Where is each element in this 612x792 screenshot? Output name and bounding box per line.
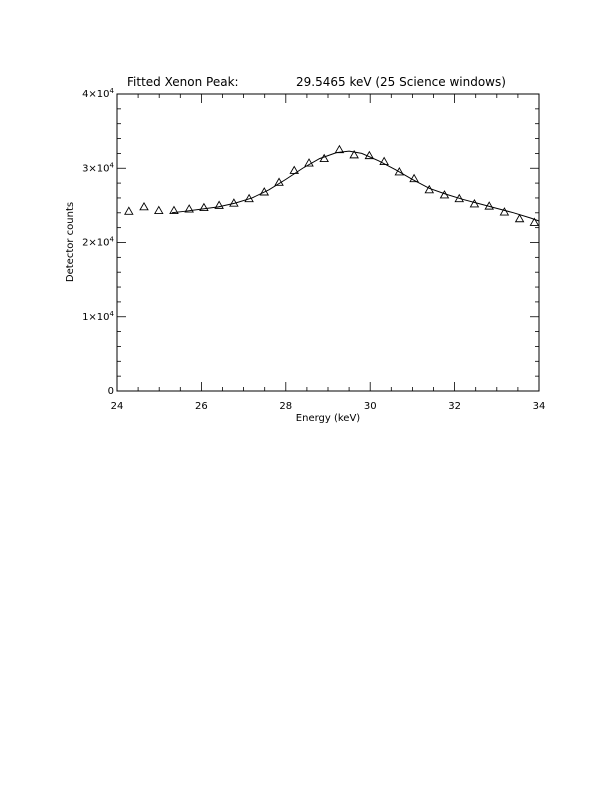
data-point bbox=[469, 198, 480, 208]
y-tick-labels: 0 1×104 2×104 3×104 4×104 bbox=[82, 87, 114, 397]
data-point bbox=[424, 184, 435, 194]
y-tick-label: 0 bbox=[108, 386, 114, 397]
axis-ticks bbox=[116, 93, 540, 392]
y-tick-label: 4×104 bbox=[82, 87, 114, 100]
plot-frame bbox=[116, 93, 540, 392]
x-tick-label: 30 bbox=[364, 401, 377, 412]
data-point bbox=[439, 190, 450, 199]
data-point bbox=[199, 202, 209, 212]
x-tick-labels: 24 26 28 30 32 34 bbox=[111, 401, 546, 412]
data-point bbox=[349, 149, 359, 159]
y-tick-label: 3×104 bbox=[82, 161, 114, 174]
data-point bbox=[499, 207, 510, 216]
data-point bbox=[394, 167, 405, 176]
y-axis-label: Detector counts bbox=[65, 202, 76, 282]
data-point bbox=[364, 150, 375, 160]
data-point bbox=[124, 206, 134, 215]
x-tick-label: 26 bbox=[195, 401, 208, 412]
data-point bbox=[529, 217, 540, 226]
y-tick-label: 1×104 bbox=[82, 310, 114, 323]
data-point bbox=[214, 200, 224, 209]
data-points bbox=[124, 144, 540, 226]
data-point bbox=[379, 156, 389, 166]
data-point bbox=[454, 193, 465, 203]
data-point bbox=[139, 201, 149, 211]
data-point bbox=[514, 213, 525, 223]
data-point bbox=[304, 158, 314, 167]
data-point bbox=[169, 205, 179, 215]
x-tick-label: 24 bbox=[111, 401, 124, 412]
data-point bbox=[274, 177, 284, 186]
x-tick-label: 28 bbox=[279, 401, 292, 412]
x-axis-label: Energy (keV) bbox=[296, 413, 361, 424]
data-point bbox=[484, 201, 494, 210]
data-point bbox=[334, 144, 345, 154]
y-tick-label: 2×104 bbox=[82, 236, 114, 249]
data-point bbox=[244, 193, 254, 203]
data-point bbox=[259, 187, 270, 196]
data-point bbox=[154, 205, 164, 215]
chart-title-left: Fitted Xenon Peak: bbox=[127, 75, 239, 89]
data-point bbox=[319, 153, 329, 163]
data-point bbox=[229, 198, 239, 207]
x-tick-label: 32 bbox=[448, 401, 461, 412]
data-point bbox=[184, 204, 194, 213]
x-tick-label: 34 bbox=[533, 401, 546, 412]
chart-title-right: 29.5465 keV (25 Science windows) bbox=[296, 75, 506, 89]
fit-curve bbox=[171, 150, 540, 222]
data-point bbox=[289, 165, 300, 174]
data-point bbox=[409, 173, 419, 183]
